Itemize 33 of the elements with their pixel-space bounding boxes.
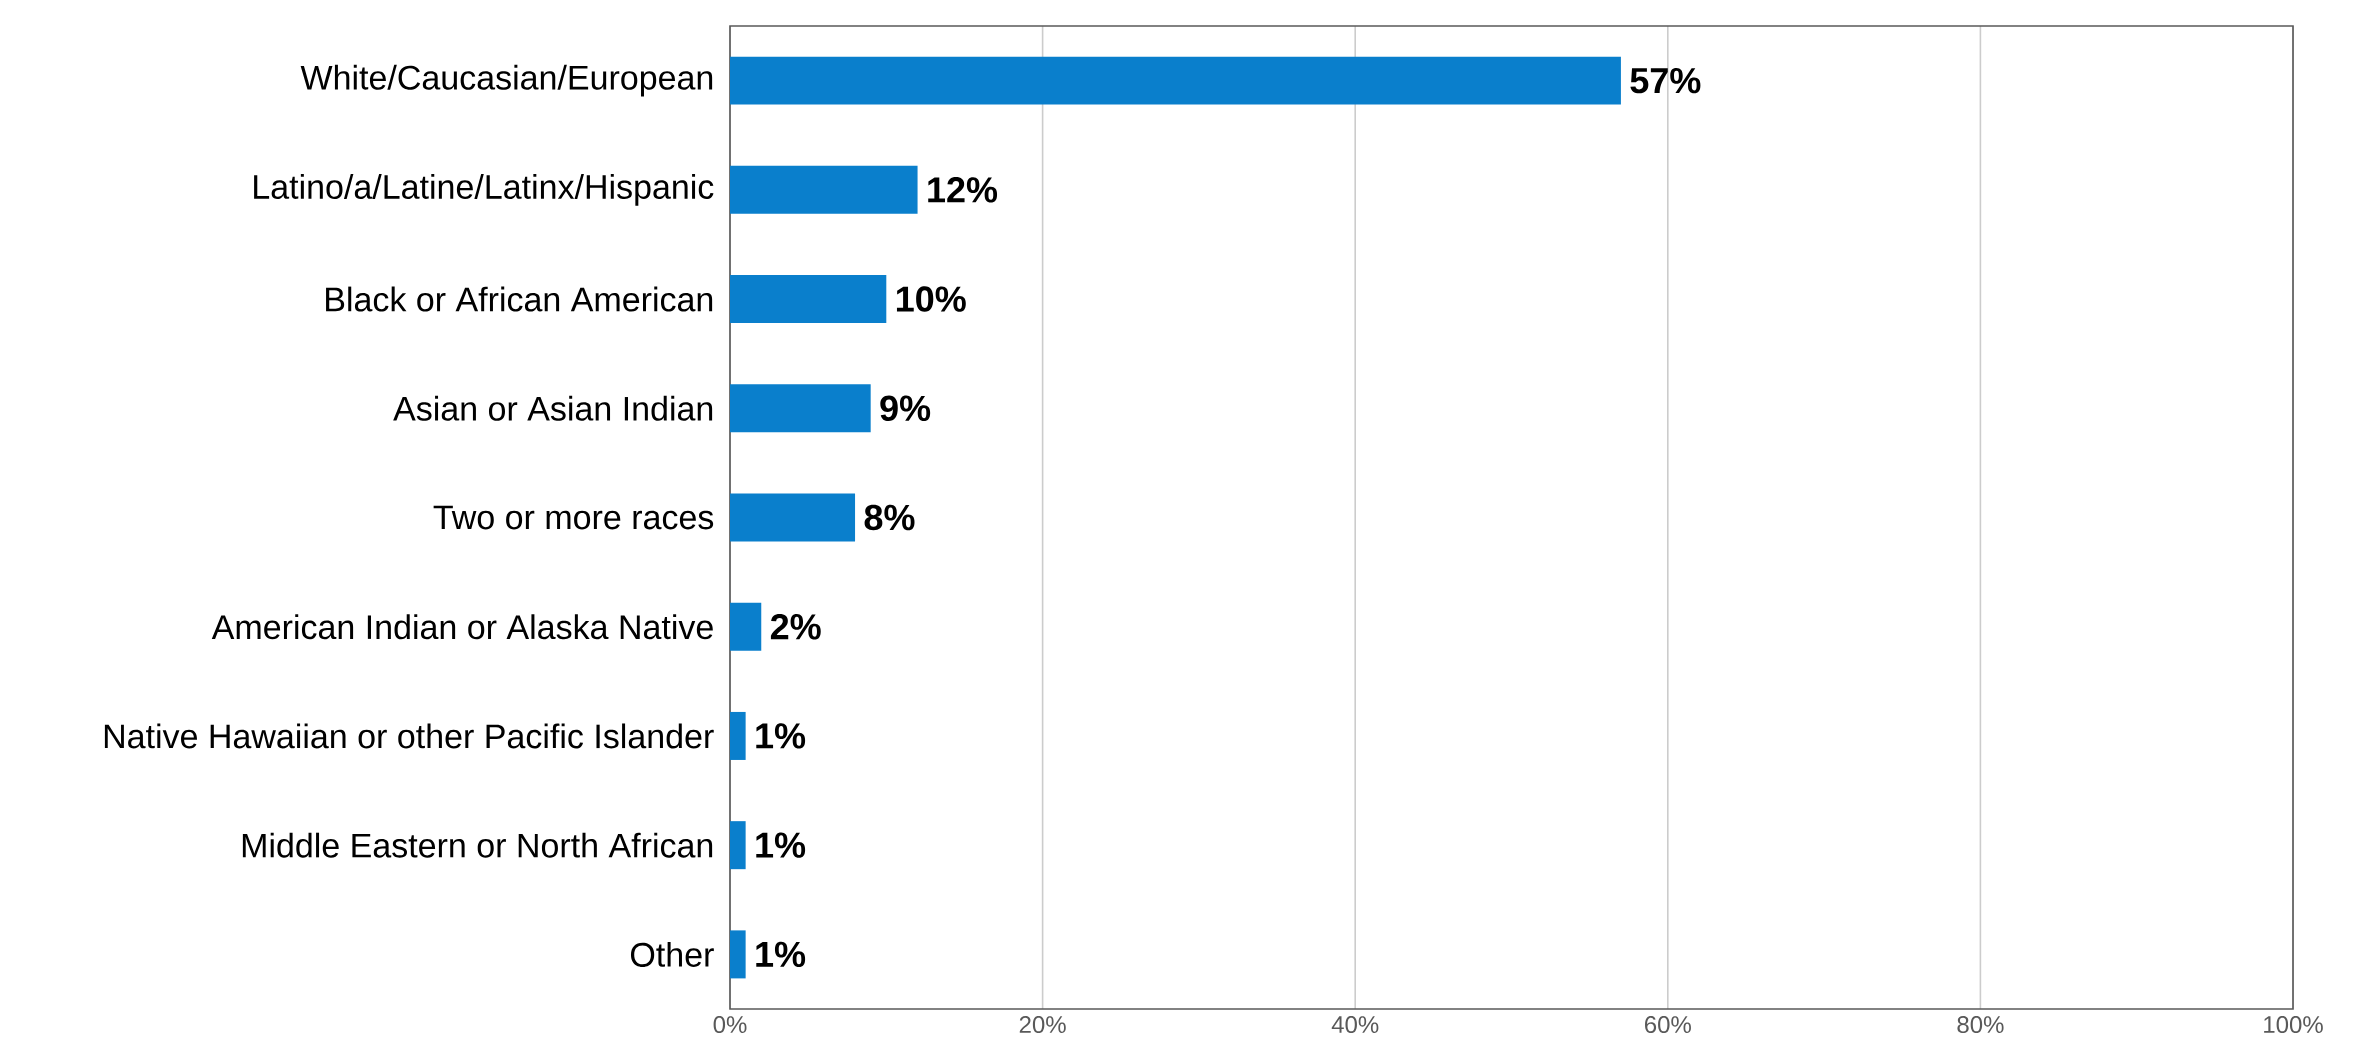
data-label: 10%	[896, 286, 966, 312]
bar	[730, 930, 746, 979]
bar	[730, 384, 871, 433]
data-label: 1%	[756, 941, 806, 968]
bar	[730, 275, 887, 324]
y-tick-label: Middle Eastern or North African	[242, 832, 713, 858]
y-tick-label: Black or African American	[326, 286, 713, 312]
y-tick-label: Asian or Asian Indian	[393, 395, 713, 421]
y-tick-label: White/Caucasian/European	[300, 64, 713, 97]
y-tick-label: Other	[630, 941, 714, 967]
y-tick-label: American Indian or Alaska Native	[211, 614, 713, 640]
x-tick-label: 100%	[2264, 1016, 2323, 1034]
y-tick-label: Latino/a/Latine/Latinx/Hispanic	[254, 174, 714, 206]
data-label: 9%	[880, 395, 931, 422]
x-tick-label: 60%	[1645, 1016, 1691, 1034]
x-tick-label: 20%	[1019, 1016, 1066, 1034]
y-tick-label: Native Hawaiian or other Pacific Islander	[104, 723, 714, 749]
x-tick-label: 40%	[1331, 1016, 1379, 1034]
bar	[730, 165, 918, 214]
data-label: 1%	[756, 723, 806, 749]
data-label: 12%	[928, 177, 998, 203]
data-label: 2%	[770, 614, 821, 640]
data-label: 57%	[1630, 67, 1701, 94]
y-tick-label: Two or more races	[433, 505, 714, 530]
data-label: 8%	[864, 504, 915, 531]
x-tick-label: 0%	[713, 1016, 747, 1034]
bar	[730, 493, 856, 542]
x-tick-label: 80%	[1957, 1016, 2004, 1034]
data-label: 1%	[756, 832, 806, 858]
bar	[730, 821, 746, 870]
bar	[730, 602, 762, 651]
bar	[730, 56, 1621, 105]
bar	[730, 711, 746, 760]
